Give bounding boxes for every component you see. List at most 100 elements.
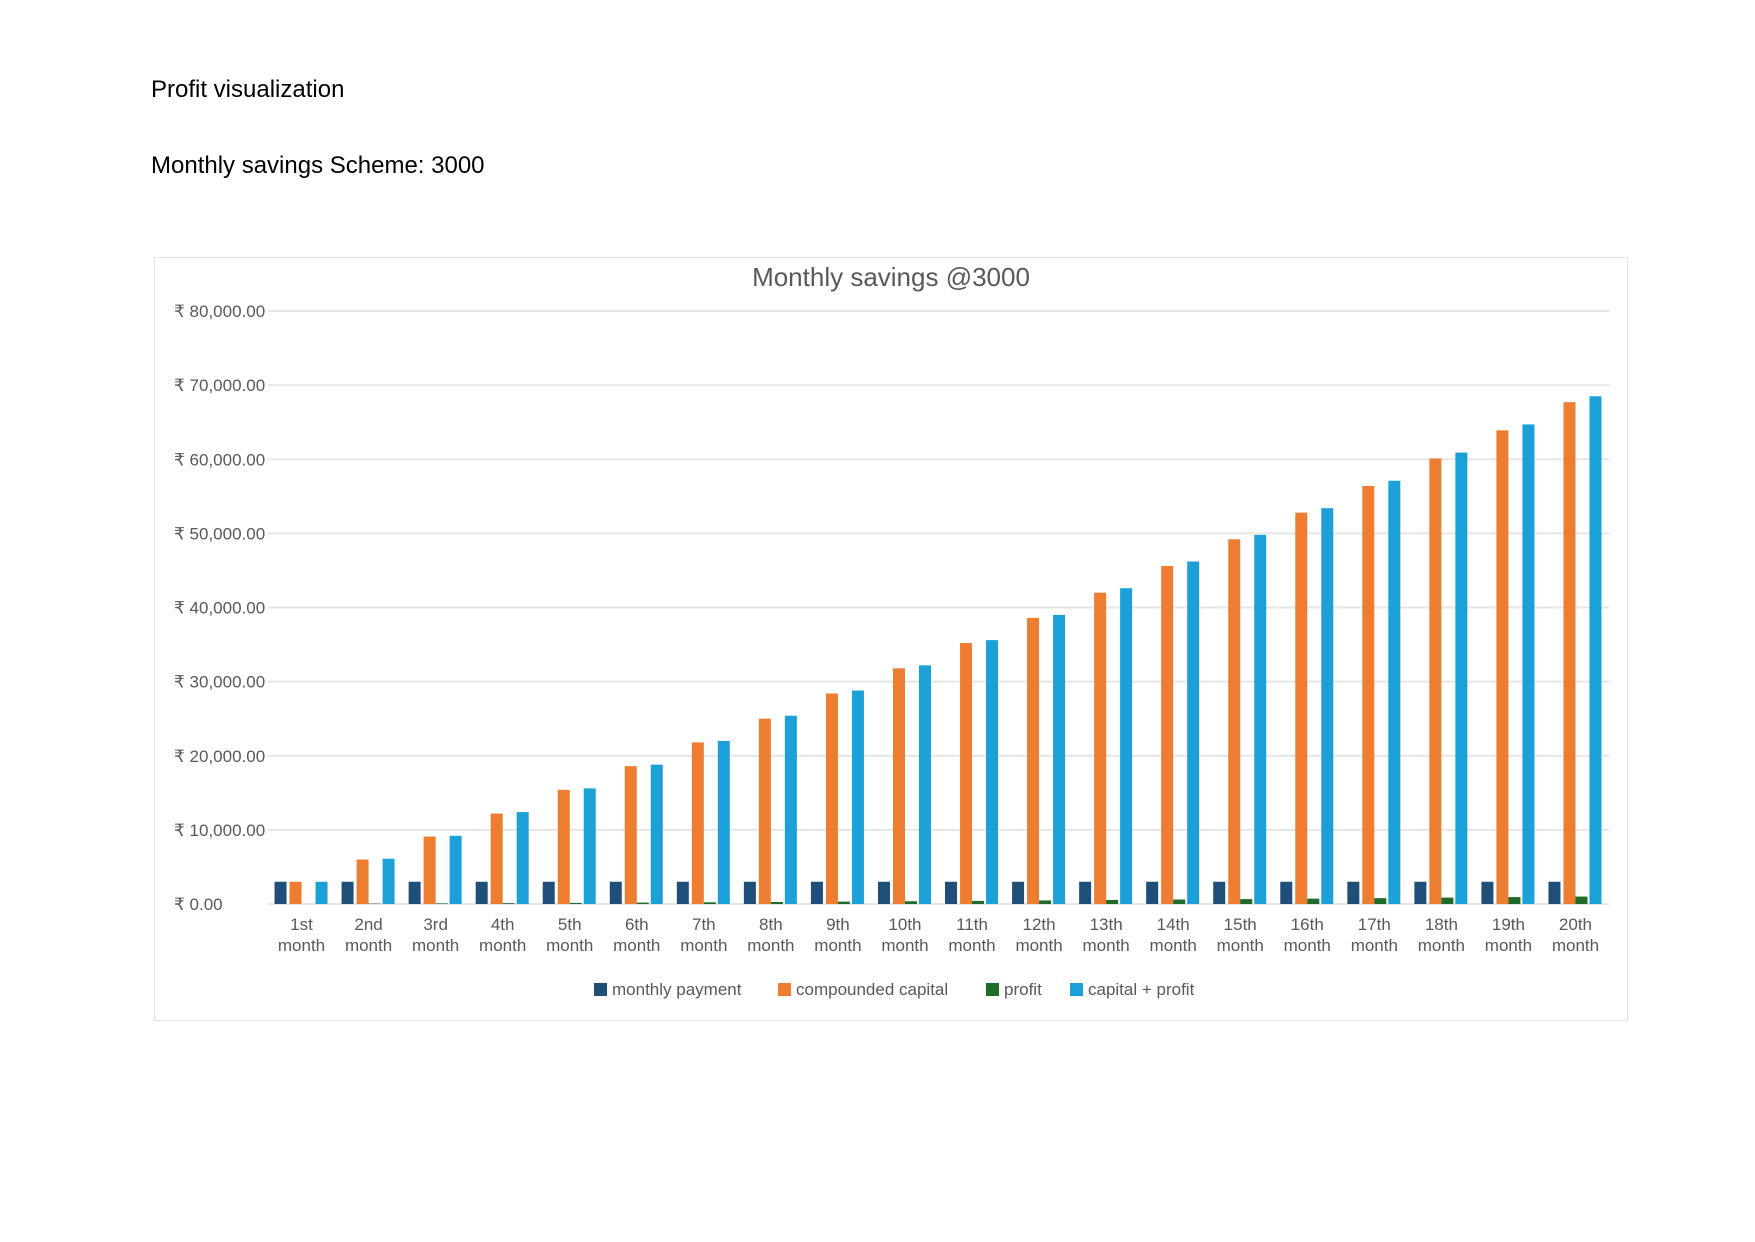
bar-compounded-capital [758, 718, 771, 904]
x-tick-label: 6th month [613, 915, 660, 955]
x-tick-label-line: month [546, 936, 593, 955]
x-tick-label-line: month [1485, 936, 1532, 955]
bar-profit [502, 903, 515, 904]
x-tick-label-line: month [1284, 936, 1331, 955]
x-tick-label-line: month [747, 936, 794, 955]
bar-profit [636, 902, 649, 904]
x-tick-label-line: month [948, 936, 995, 955]
x-tick-label: 8th month [747, 915, 794, 955]
bar-compounded-capital [1429, 458, 1442, 904]
legend-swatch [986, 983, 999, 996]
bar-compounded-capital [1161, 565, 1174, 904]
bar-profit [904, 901, 917, 904]
bar-monthly-payment [542, 881, 555, 904]
x-tick-label-line: 4th [491, 915, 515, 934]
x-tick-label-line: month [345, 936, 392, 955]
x-tick-label-line: 18th [1425, 915, 1458, 934]
x-tick-label-line: 3rd [423, 915, 448, 934]
x-tick-label-line: 10th [888, 915, 921, 934]
bar-capital-profit [449, 835, 462, 904]
bar-compounded-capital [892, 668, 905, 904]
bar-profit [569, 902, 582, 904]
bar-capital-profit [1321, 508, 1334, 904]
bar-monthly-payment [877, 881, 890, 904]
chart-container: Monthly savings @3000 ₹ 80,000.00 ₹ 70,000… [154, 257, 1628, 1021]
bar-compounded-capital [1295, 512, 1308, 904]
bar-monthly-payment [1414, 881, 1427, 904]
bar-profit [837, 901, 850, 904]
legend-label: capital + profit [1088, 980, 1195, 999]
bar-capital-profit [1455, 452, 1468, 904]
bar-capital-profit [382, 858, 395, 904]
bar-capital-profit [1254, 534, 1267, 904]
x-tick-label-line: month [1150, 936, 1197, 955]
x-tick-label-line: 9th [826, 915, 850, 934]
x-tick-label-line: month [881, 936, 928, 955]
bar-capital-profit [784, 715, 797, 904]
bar-profit [1173, 899, 1186, 904]
x-tick-label-line: 17th [1358, 915, 1391, 934]
bar-compounded-capital [1094, 592, 1107, 904]
x-tick-label: 20th month [1552, 915, 1599, 955]
bar-compounded-capital [1027, 617, 1040, 904]
bar-compounded-capital [1362, 485, 1375, 904]
y-tick-label: ₹ 40,000.00 [174, 599, 265, 618]
x-tick-label-line: month [278, 936, 325, 955]
x-tick-label-line: month [1015, 936, 1062, 955]
bar-capital-profit [516, 812, 529, 904]
bar-compounded-capital [289, 881, 302, 904]
x-tick-label-line: 1st [290, 915, 313, 934]
bar-compounded-capital [624, 766, 637, 904]
bar-monthly-payment [341, 881, 354, 904]
bar-capital-profit [1589, 396, 1602, 904]
x-tick-label-line: 13th [1090, 915, 1123, 934]
x-tick-label-line: month [1083, 936, 1130, 955]
bar-profit [1039, 900, 1052, 904]
y-tick-label: ₹ 50,000.00 [174, 524, 265, 543]
x-tick-label-line: month [613, 936, 660, 955]
x-tick-label: 2nd month [345, 915, 392, 955]
x-tick-label: 3rd month [412, 915, 459, 955]
bar-monthly-payment [408, 881, 421, 904]
x-tick-label-line: month [680, 936, 727, 955]
bar-profit [972, 900, 985, 904]
bar-compounded-capital [557, 789, 570, 904]
bar-monthly-payment [274, 881, 287, 904]
bar-capital-profit [851, 690, 864, 904]
legend-label: monthly payment [612, 980, 742, 999]
x-tick-label-line: month [1552, 936, 1599, 955]
bar-monthly-payment [1280, 881, 1293, 904]
bar-monthly-payment [609, 881, 622, 904]
y-tick-label: ₹ 60,000.00 [174, 450, 265, 469]
bar-chart: Monthly savings @3000 ₹ 80,000.00 ₹ 70,000… [174, 262, 1609, 999]
bar-profit [1307, 898, 1320, 904]
x-tick-label-line: 7th [692, 915, 716, 934]
bar-monthly-payment [1481, 881, 1494, 904]
bar-monthly-payment [1213, 881, 1226, 904]
bar-capital-profit [1053, 614, 1066, 904]
x-tick-label-line: 5th [558, 915, 582, 934]
x-tick-label: 5th month [546, 915, 593, 955]
legend-swatch [1070, 983, 1083, 996]
bar-monthly-payment [1146, 881, 1159, 904]
y-tick-label: ₹ 0.00 [174, 895, 223, 914]
x-tick-label-line: month [1418, 936, 1465, 955]
x-tick-label-line: 19th [1492, 915, 1525, 934]
bar-monthly-payment [945, 881, 958, 904]
legend-swatch [778, 983, 791, 996]
bar-profit [770, 901, 783, 904]
bar-capital-profit [1120, 588, 1133, 904]
bar-compounded-capital [1563, 402, 1576, 904]
y-tick-label: ₹ 20,000.00 [174, 747, 265, 766]
bar-capital-profit [1388, 480, 1401, 904]
x-tick-label-line: month [479, 936, 526, 955]
bar-profit [1240, 899, 1253, 904]
x-tick-label: 7th month [680, 915, 727, 955]
bar-monthly-payment [676, 881, 689, 904]
x-tick-label-line: 16th [1291, 915, 1324, 934]
bar-monthly-payment [475, 881, 488, 904]
bar-capital-profit [650, 764, 663, 904]
x-tick-label-line: 12th [1023, 915, 1056, 934]
legend-swatch [594, 983, 607, 996]
x-tick-label: 1st month [278, 915, 325, 955]
